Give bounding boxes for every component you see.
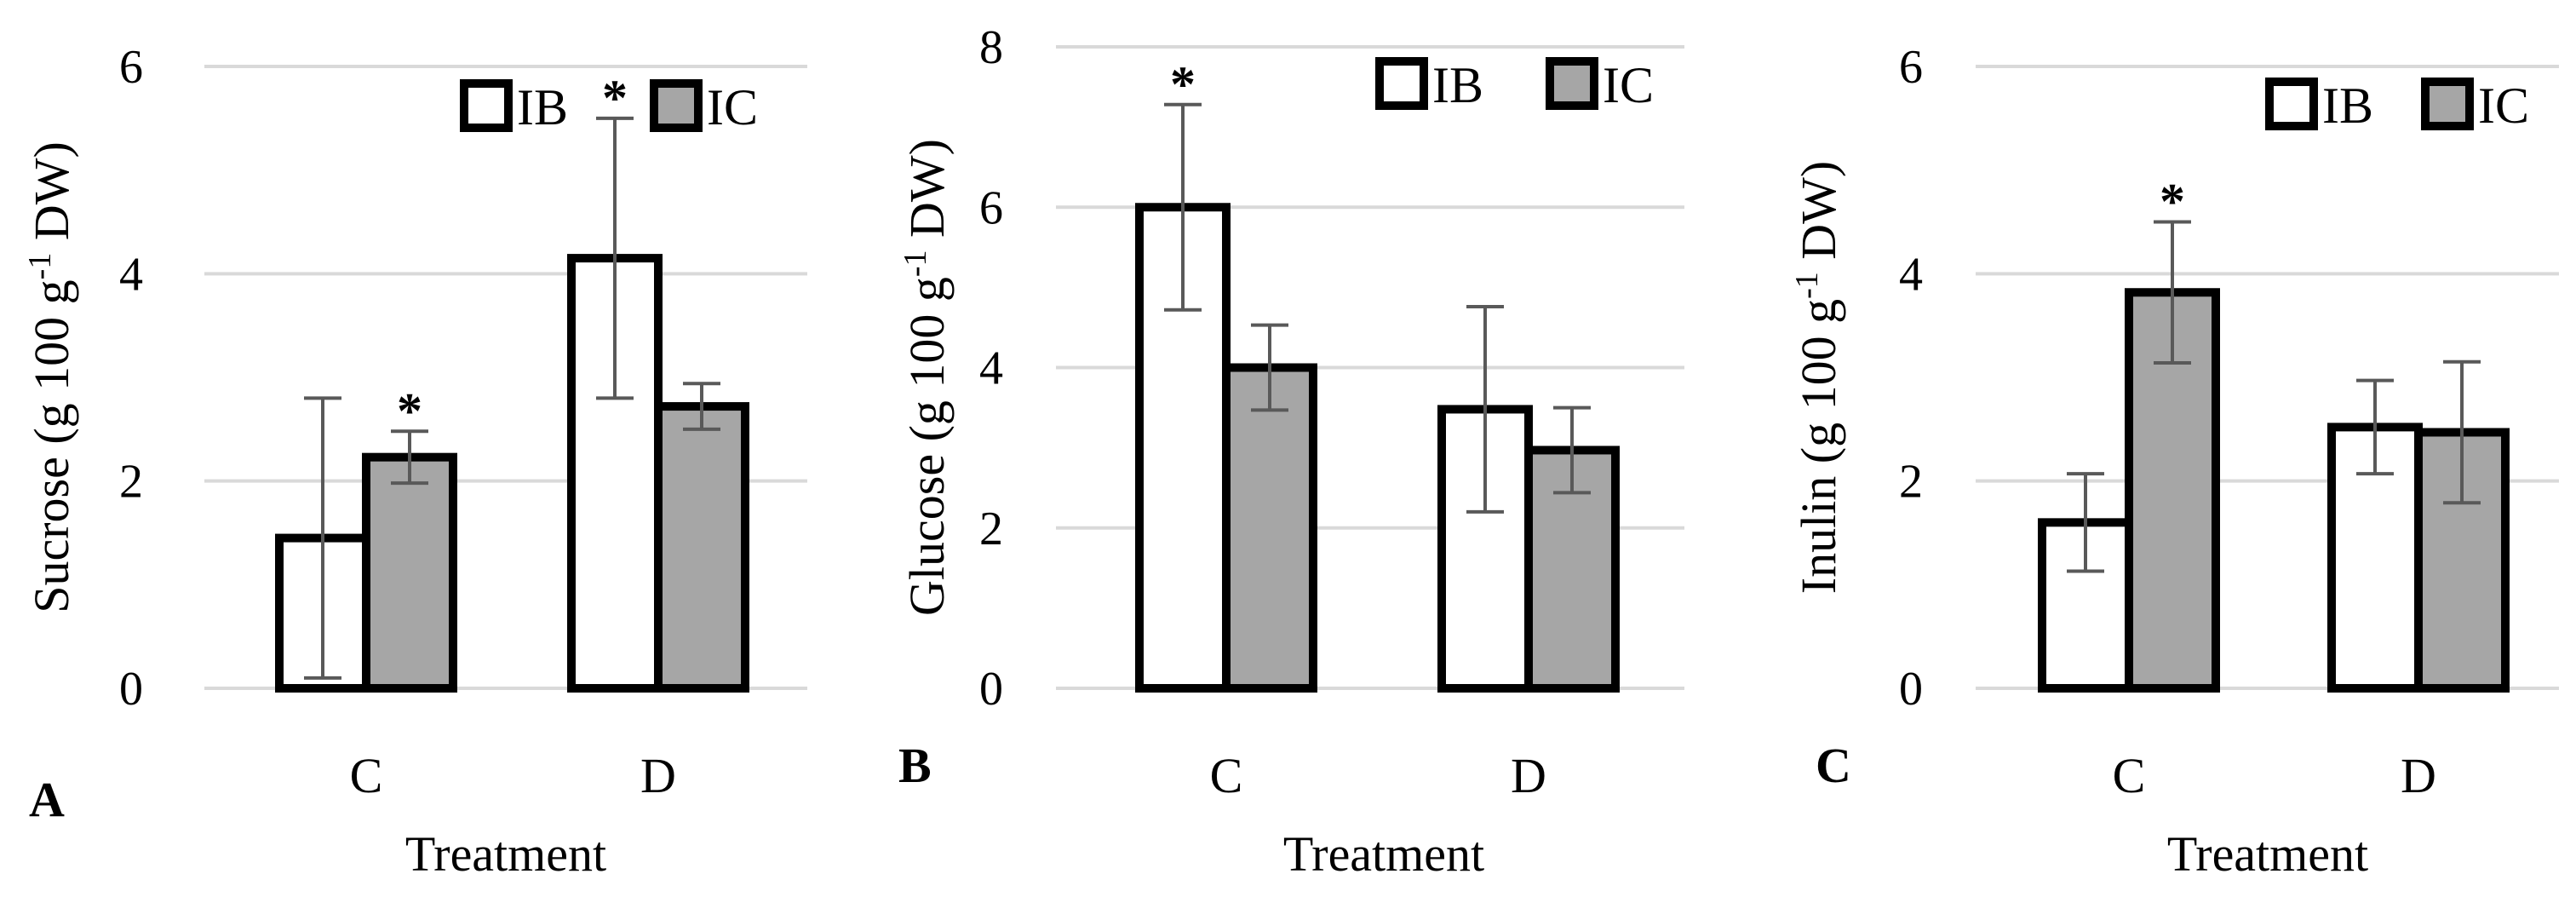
significance-mark: * [1170,56,1196,112]
y-tick-label: 0 [1899,663,1923,716]
legend-label: IB [2322,78,2373,134]
panel-letter: B [898,738,932,793]
x-tick-label: D [2401,748,2436,803]
error-bar-ic-d [2443,359,2481,505]
y-tick-label: 2 [1899,456,1923,509]
y-axis-title: Sucrose (g 100 g-1 DW) [22,141,79,613]
legend-swatch-ib [460,79,513,132]
significance-mark: * [602,70,628,126]
legend-label: IC [707,79,758,135]
significance-mark: * [2160,174,2185,230]
y-axis-title: Glucose (g 100 g-1 DW) [898,139,955,616]
y-tick-label: 4 [979,342,1003,395]
y-tick-label: 6 [119,41,143,94]
y-tick-label: 6 [979,181,1003,234]
chart-panel-a: 0 2 4 6 * * C D Treatment Sucrose (g 100 g-1 DW) A… [22,41,807,882]
x-axis-title: Treatment [405,826,606,882]
error-bar-ib-d [596,116,634,400]
significance-mark: * [397,382,422,439]
panel-letter: C [1816,738,1851,793]
y-tick-label: 4 [119,248,143,301]
legend: IB IC [460,79,758,135]
legend-label: IB [1432,57,1483,113]
x-axis-title: Treatment [1283,826,1484,882]
error-bar-ib-c [2067,472,2104,573]
legend-swatch-ib [2265,78,2318,130]
y-tick-label: 8 [979,21,1003,74]
y-tick-label: 0 [979,663,1003,716]
bar-ic-c [1222,363,1317,693]
error-bar-ib-d [2356,378,2394,476]
x-axis-title: Treatment [2167,826,2368,882]
error-bar-ib-d [1466,304,1504,514]
x-tick-label: C [2113,748,2146,803]
y-tick-label: 6 [1899,41,1923,94]
legend-label: IB [517,79,568,135]
panel-letter: A [29,772,65,827]
error-bar-ic-d [1553,405,1591,495]
y-tick-label: 4 [1899,248,1923,301]
x-tick-label: D [640,748,676,803]
x-tick-label: C [350,748,383,803]
error-bar-ib-c [1164,102,1202,312]
legend-swatch-ic [1546,57,1598,110]
y-axis-title: Inulin (g 100 g-1 DW) [1789,161,1846,594]
x-tick-label: C [1210,748,1243,803]
legend-label: IC [2478,78,2529,134]
error-bar-ic-c [1251,323,1288,412]
y-tick-label: 0 [119,663,143,716]
y-tick-label: 2 [979,503,1003,555]
error-bar-ib-c [304,396,341,680]
error-bar-ic-c [2154,220,2191,365]
x-tick-label: D [1511,748,1546,803]
legend-label: IC [1603,57,1654,113]
legend: IB IC [2265,78,2529,134]
bar-ic-d [654,402,749,693]
bar-ic-c [362,452,457,693]
error-bar-ic-d [683,382,720,431]
error-bar-ic-c [391,429,428,486]
legend-swatch-ib [1375,57,1428,110]
chart-panel-c: 0 2 4 6 * C D Treatment Inulin (g 100 g-1 DW) C IB… [1789,41,2559,882]
legend-swatch-ic [2421,78,2474,130]
legend: IB IC [1375,57,1654,113]
chart-panel-b: 0 2 4 6 8 * C D Treatment Glucose (g 100 g-1 DW) B… [898,21,1684,882]
y-tick-label: 2 [119,456,143,509]
legend-swatch-ic [650,79,703,132]
